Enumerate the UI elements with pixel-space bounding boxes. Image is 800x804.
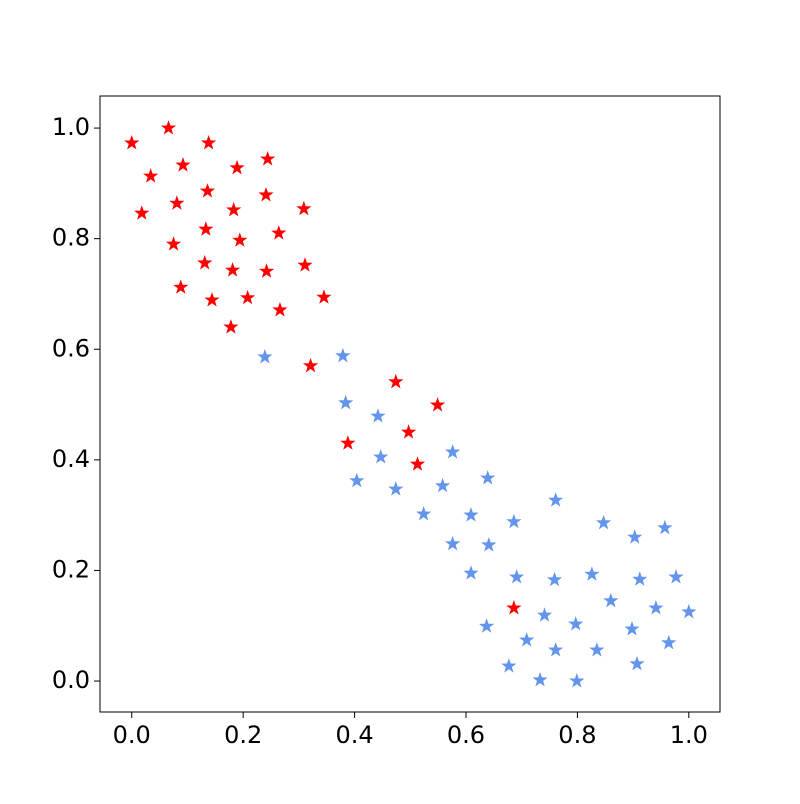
x-tick-label: 1.0 (670, 721, 708, 749)
point (401, 424, 417, 439)
point (201, 135, 217, 150)
point (445, 444, 461, 459)
point (584, 566, 600, 581)
point (260, 151, 276, 166)
point (373, 449, 389, 464)
y-tick-label: 1.0 (52, 113, 90, 141)
point (175, 157, 191, 172)
point (160, 120, 177, 135)
point (143, 168, 159, 183)
y-tick-label: 0.8 (52, 224, 90, 252)
point (335, 347, 351, 363)
point (661, 634, 677, 650)
point (589, 642, 605, 657)
point (632, 571, 648, 586)
point (657, 519, 673, 535)
point (569, 673, 585, 688)
point (409, 456, 426, 471)
point (463, 507, 479, 522)
point (595, 514, 612, 530)
point (124, 135, 140, 150)
point (629, 655, 645, 671)
point (226, 201, 242, 217)
point (224, 262, 241, 277)
point (173, 279, 189, 294)
point (297, 257, 313, 272)
point (509, 569, 525, 584)
point (271, 225, 287, 240)
plot-frame (99, 95, 721, 713)
point (480, 470, 496, 485)
point (198, 221, 214, 236)
point (548, 492, 564, 507)
x-tick-label: 0.6 (447, 721, 485, 749)
point (463, 565, 479, 580)
point (169, 195, 185, 210)
point (603, 592, 619, 608)
y-tick-label: 0.2 (52, 555, 90, 583)
point (478, 618, 495, 633)
point (232, 232, 248, 247)
point (648, 600, 664, 615)
point (624, 621, 640, 636)
point (302, 357, 319, 373)
point (481, 537, 497, 552)
point (197, 254, 213, 270)
point (199, 183, 216, 198)
point (296, 200, 312, 216)
point (568, 616, 584, 631)
point (548, 642, 564, 657)
point (532, 671, 548, 687)
point (627, 529, 643, 544)
point (258, 263, 275, 278)
x-tick-label: 0.2 (224, 721, 262, 749)
x-tick-label: 0.8 (558, 721, 596, 749)
point (536, 607, 553, 622)
point (388, 373, 404, 389)
y-tick-label: 0.4 (52, 445, 90, 473)
point (370, 408, 386, 423)
point (240, 289, 256, 305)
point (429, 397, 446, 412)
point (501, 658, 517, 673)
x-tick-label: 0.4 (335, 721, 373, 749)
x-tick-label: 0.0 (113, 721, 151, 749)
point (519, 632, 535, 647)
point (229, 159, 245, 175)
y-tick-label: 0.0 (52, 666, 90, 694)
point (349, 472, 365, 488)
point (272, 302, 288, 317)
point (668, 569, 684, 584)
point (338, 394, 354, 410)
point (204, 292, 220, 307)
point (445, 535, 461, 551)
point (416, 506, 432, 521)
point (546, 571, 563, 587)
point (681, 603, 697, 619)
point (434, 477, 451, 493)
point (134, 205, 150, 220)
point (506, 600, 522, 615)
point (388, 481, 404, 496)
point (340, 435, 356, 450)
point (316, 289, 332, 304)
point (506, 513, 522, 529)
point (258, 186, 274, 202)
point (223, 319, 239, 334)
point (165, 236, 182, 251)
point (257, 349, 273, 364)
y-tick-label: 0.6 (52, 334, 90, 362)
